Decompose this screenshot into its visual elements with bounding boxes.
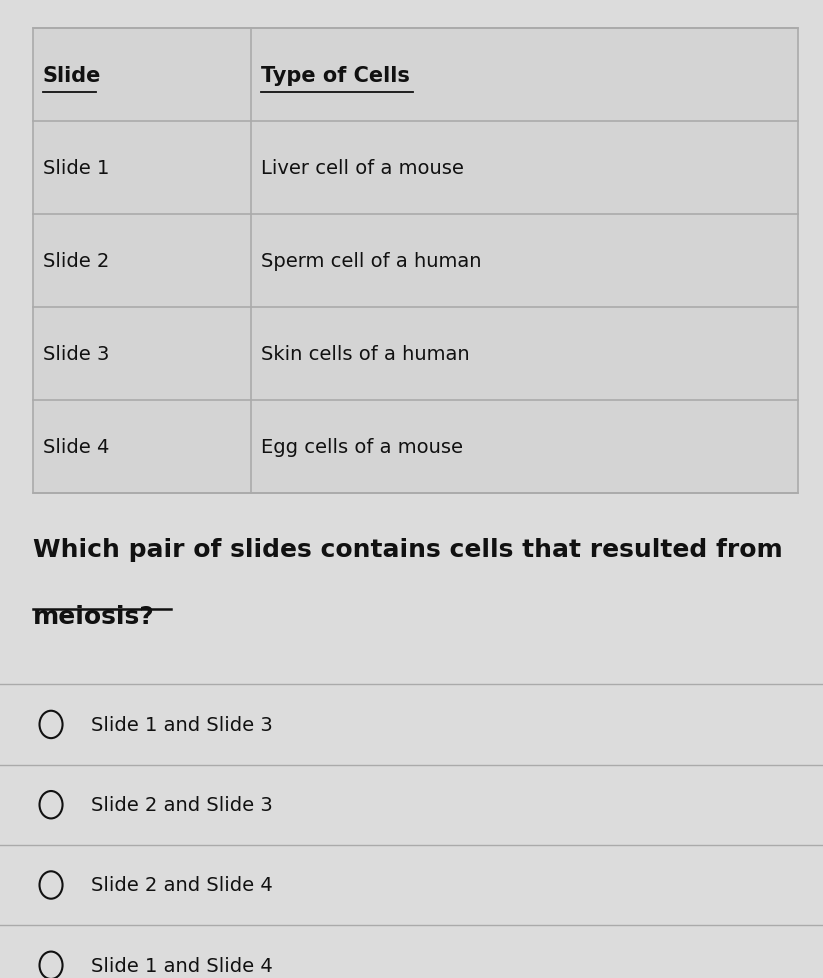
Text: Slide 3: Slide 3 <box>43 345 109 364</box>
Text: Type of Cells: Type of Cells <box>261 66 410 86</box>
Text: Slide 4: Slide 4 <box>43 438 109 457</box>
Text: meiosis?: meiosis? <box>33 604 155 629</box>
Text: Skin cells of a human: Skin cells of a human <box>261 345 469 364</box>
Bar <box>33 29 798 494</box>
Text: Liver cell of a mouse: Liver cell of a mouse <box>261 159 464 178</box>
Text: Sperm cell of a human: Sperm cell of a human <box>261 252 481 271</box>
Text: Slide: Slide <box>43 66 101 86</box>
Text: Slide 2 and Slide 4: Slide 2 and Slide 4 <box>91 875 272 895</box>
Text: Slide 1 and Slide 4: Slide 1 and Slide 4 <box>91 956 272 975</box>
Text: Slide 2: Slide 2 <box>43 252 109 271</box>
Text: Slide 1 and Slide 3: Slide 1 and Slide 3 <box>91 715 272 734</box>
Text: Slide 2 and Slide 3: Slide 2 and Slide 3 <box>91 795 272 815</box>
Text: Which pair of slides contains cells that resulted from: Which pair of slides contains cells that… <box>33 538 783 562</box>
Text: Slide 1: Slide 1 <box>43 159 109 178</box>
Text: Egg cells of a mouse: Egg cells of a mouse <box>261 438 463 457</box>
